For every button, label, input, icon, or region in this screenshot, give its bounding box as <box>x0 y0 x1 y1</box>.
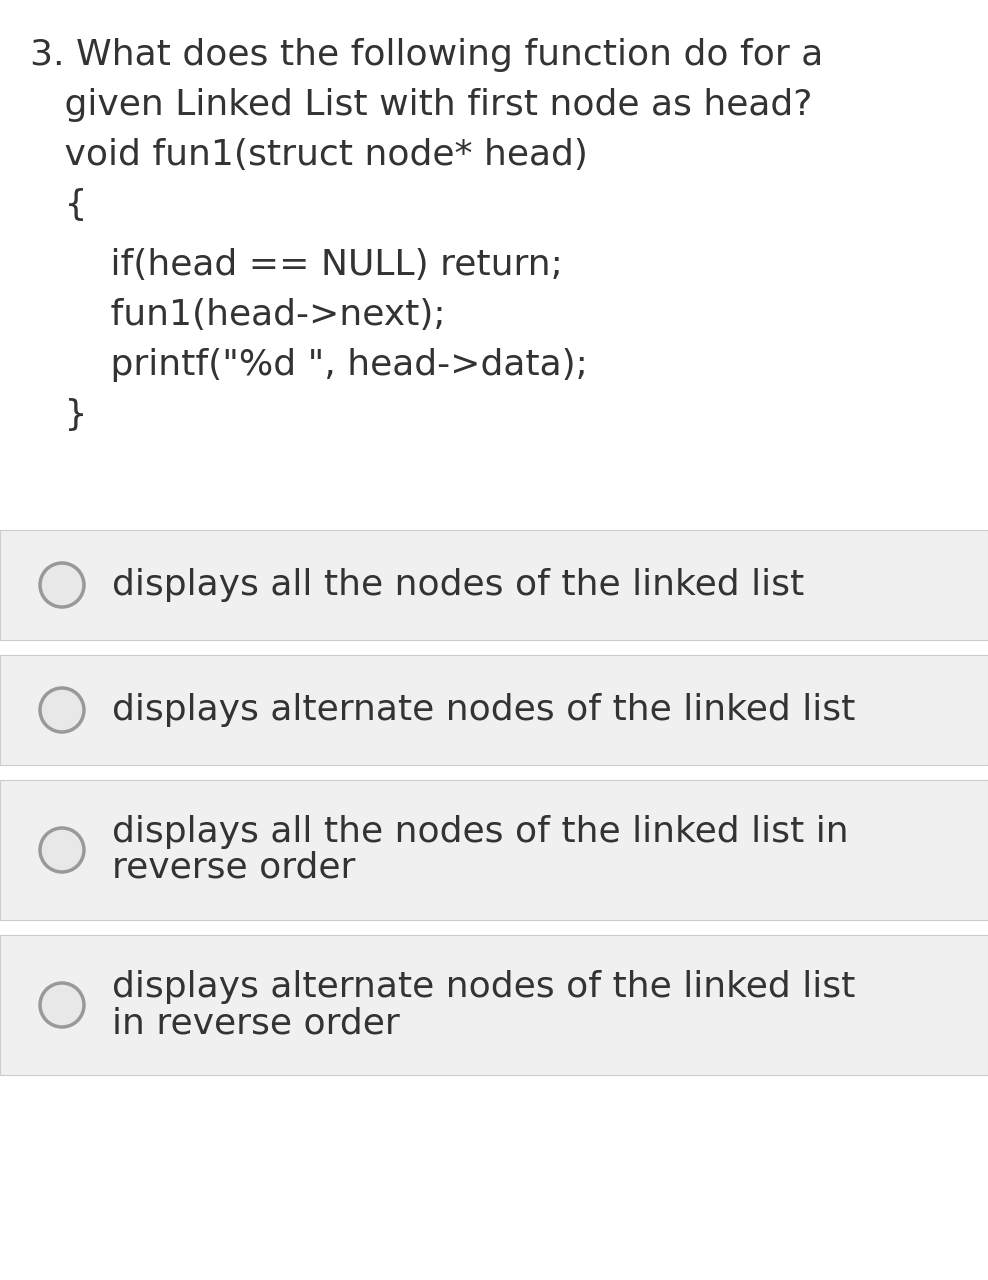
Text: if(head == NULL) return;: if(head == NULL) return; <box>30 248 563 282</box>
FancyBboxPatch shape <box>0 934 988 1075</box>
Text: displays alternate nodes of the linked list: displays alternate nodes of the linked l… <box>112 692 856 727</box>
Text: displays all the nodes of the linked list in: displays all the nodes of the linked lis… <box>112 815 849 849</box>
Text: void fun1(struct node* head): void fun1(struct node* head) <box>30 138 588 172</box>
Circle shape <box>40 689 84 732</box>
FancyBboxPatch shape <box>0 530 988 640</box>
Circle shape <box>40 828 84 872</box>
Text: }: } <box>30 398 88 431</box>
Text: {: { <box>30 188 88 221</box>
FancyBboxPatch shape <box>0 780 988 920</box>
Text: displays alternate nodes of the linked list: displays alternate nodes of the linked l… <box>112 970 856 1004</box>
Circle shape <box>40 983 84 1027</box>
Circle shape <box>40 563 84 607</box>
Text: printf("%d ", head->data);: printf("%d ", head->data); <box>30 348 588 381</box>
FancyBboxPatch shape <box>0 655 988 765</box>
Text: displays all the nodes of the linked list: displays all the nodes of the linked lis… <box>112 568 804 602</box>
Text: in reverse order: in reverse order <box>112 1006 400 1039</box>
Text: fun1(head->next);: fun1(head->next); <box>30 298 446 332</box>
Text: reverse order: reverse order <box>112 851 356 884</box>
Text: 3. What does the following function do for a: 3. What does the following function do f… <box>30 38 823 72</box>
Text: given Linked List with first node as head?: given Linked List with first node as hea… <box>30 88 812 122</box>
